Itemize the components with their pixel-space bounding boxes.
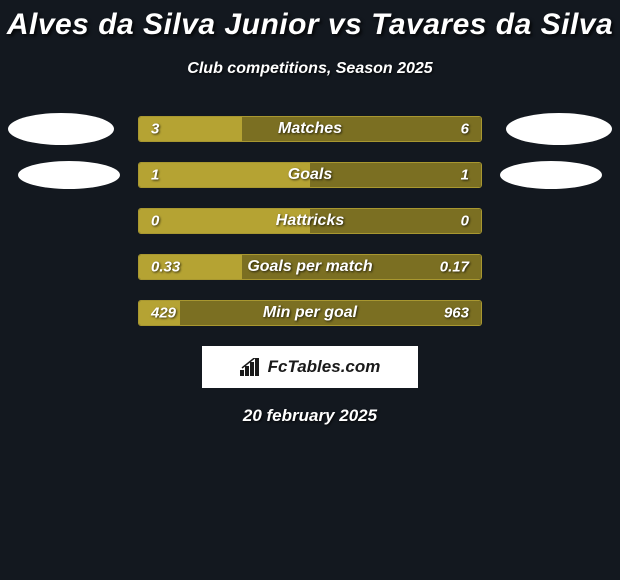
stat-bar: 0 0 Hattricks bbox=[138, 208, 482, 234]
stat-label: Goals bbox=[288, 166, 332, 184]
player-avatar-right bbox=[500, 161, 602, 189]
stat-label: Matches bbox=[278, 120, 342, 138]
stat-value-left: 429 bbox=[151, 305, 176, 322]
stat-value-left: 3 bbox=[151, 121, 159, 138]
stat-row: 0 0 Hattricks bbox=[0, 208, 620, 234]
stat-value-left: 0 bbox=[151, 213, 159, 230]
stat-row: 429 963 Min per goal bbox=[0, 300, 620, 326]
stat-row: 3 6 Matches bbox=[0, 116, 620, 142]
stat-row: 1 1 Goals bbox=[0, 162, 620, 188]
footer-logo-text: FcTables.com bbox=[268, 357, 381, 377]
footer-date: 20 february 2025 bbox=[0, 406, 620, 426]
stat-bar: 1 1 Goals bbox=[138, 162, 482, 188]
chart-icon bbox=[240, 358, 262, 376]
stat-bar-right-fill bbox=[310, 163, 481, 187]
stat-value-left: 1 bbox=[151, 167, 159, 184]
footer-logo: FcTables.com bbox=[202, 346, 418, 388]
player-avatar-left bbox=[8, 113, 114, 145]
comparison-chart: 3 6 Matches 1 1 Goals 0 0 Hattricks 0.33 0.17 Goals… bbox=[0, 116, 620, 326]
stat-bar-left-fill bbox=[139, 163, 310, 187]
stat-row: 0.33 0.17 Goals per match bbox=[0, 254, 620, 280]
stat-value-right: 0.17 bbox=[440, 259, 469, 276]
stat-value-right: 0 bbox=[461, 213, 469, 230]
stat-label: Hattricks bbox=[276, 212, 344, 230]
stat-label: Min per goal bbox=[263, 304, 357, 322]
stat-value-right: 1 bbox=[461, 167, 469, 184]
stat-label: Goals per match bbox=[247, 258, 372, 276]
page-subtitle: Club competitions, Season 2025 bbox=[0, 60, 620, 78]
stat-bar: 0.33 0.17 Goals per match bbox=[138, 254, 482, 280]
stat-value-right: 963 bbox=[444, 305, 469, 322]
stat-value-right: 6 bbox=[461, 121, 469, 138]
stat-bar: 3 6 Matches bbox=[138, 116, 482, 142]
player-avatar-left bbox=[18, 161, 120, 189]
stat-bar: 429 963 Min per goal bbox=[138, 300, 482, 326]
page-title: Alves da Silva Junior vs Tavares da Silv… bbox=[0, 0, 620, 42]
player-avatar-right bbox=[506, 113, 612, 145]
stat-value-left: 0.33 bbox=[151, 259, 180, 276]
